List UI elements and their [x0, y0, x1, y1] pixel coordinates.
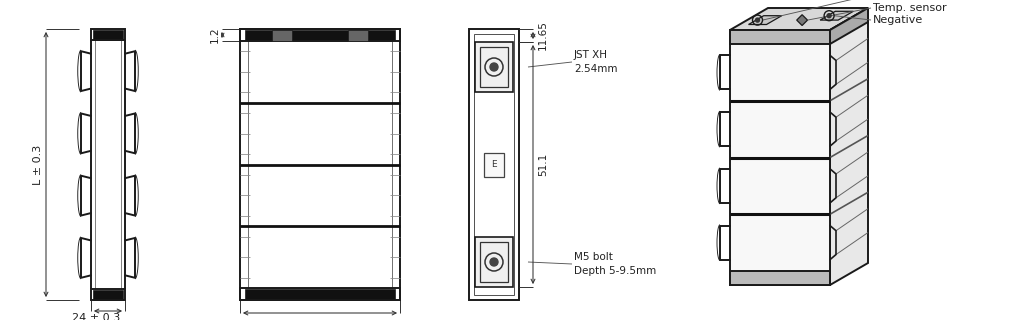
Text: 11.65: 11.65: [538, 20, 548, 51]
Bar: [730, 271, 830, 285]
Bar: [91, 29, 125, 40]
Bar: [348, 30, 368, 41]
Circle shape: [490, 63, 498, 71]
Bar: [240, 288, 400, 300]
Text: 1.2: 1.2: [210, 27, 220, 43]
Polygon shape: [730, 8, 868, 30]
Polygon shape: [797, 15, 808, 26]
Bar: [475, 237, 513, 287]
Bar: [469, 29, 519, 300]
Polygon shape: [820, 11, 853, 20]
Text: JST XH
2.54mm: JST XH 2.54mm: [574, 50, 617, 74]
Text: Temp. sensor: Temp. sensor: [873, 3, 946, 13]
Bar: [475, 42, 513, 92]
Bar: [245, 30, 395, 40]
Text: 51.1: 51.1: [538, 153, 548, 176]
Bar: [240, 29, 400, 300]
Circle shape: [756, 18, 760, 22]
Bar: [240, 29, 400, 41]
Circle shape: [490, 258, 498, 266]
Polygon shape: [830, 8, 868, 44]
Text: M5 bolt
Depth 5-9.5mm: M5 bolt Depth 5-9.5mm: [574, 252, 656, 276]
Bar: [730, 30, 830, 44]
Bar: [245, 289, 395, 299]
Polygon shape: [730, 30, 830, 285]
Text: 24 ± 0.3: 24 ± 0.3: [72, 313, 120, 320]
Text: Negative: Negative: [873, 15, 924, 25]
Bar: [484, 153, 504, 177]
Text: E: E: [492, 160, 497, 169]
Bar: [93, 30, 123, 40]
Polygon shape: [749, 16, 781, 25]
Circle shape: [827, 14, 831, 18]
Bar: [93, 290, 123, 300]
Bar: [248, 41, 392, 288]
Bar: [272, 30, 292, 41]
Text: L ± 0.3: L ± 0.3: [33, 145, 43, 185]
Bar: [480, 242, 508, 282]
Bar: [91, 289, 125, 300]
Polygon shape: [830, 8, 868, 285]
Bar: [480, 47, 508, 87]
Bar: [474, 34, 514, 295]
